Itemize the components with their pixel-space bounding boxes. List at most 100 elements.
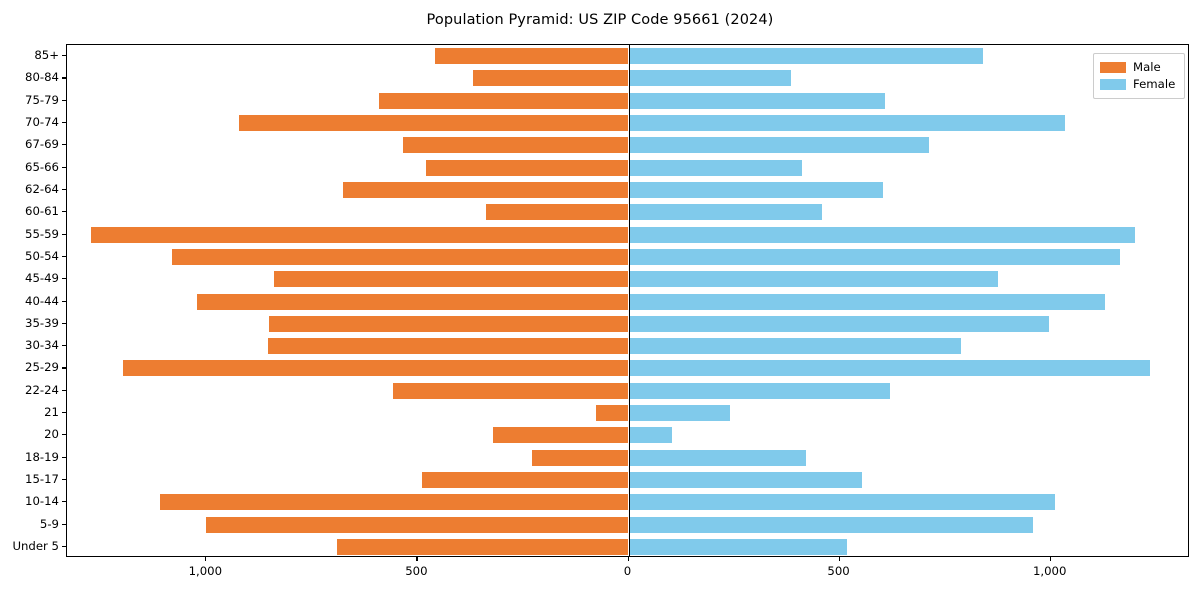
bar-male	[171, 248, 629, 265]
y-axis-tick-mark	[62, 389, 66, 391]
x-axis-tick-mark	[838, 557, 840, 561]
bar-female	[628, 427, 672, 444]
y-axis-tick-label: 30-34	[25, 338, 59, 353]
y-axis-tick-mark	[62, 211, 66, 213]
y-axis-tick-mark	[62, 367, 66, 369]
bar-female	[628, 70, 792, 87]
bar-male	[206, 516, 629, 533]
bar-female	[628, 382, 891, 399]
x-axis-tick-mark	[205, 557, 207, 561]
y-axis-tick-label: 5-9	[39, 516, 59, 531]
y-axis-tick-label: Under 5	[12, 538, 59, 553]
y-axis-tick-label: 22-24	[25, 382, 59, 397]
bar-female	[628, 494, 1055, 511]
y-axis-tick-mark	[62, 233, 66, 235]
bar-male	[268, 315, 629, 332]
y-axis-tick-label: 70-74	[25, 115, 59, 130]
y-axis-tick-label: 15-17	[25, 471, 59, 486]
bar-female	[628, 137, 930, 154]
y-axis-tick-label: 67-69	[25, 137, 59, 152]
legend-item-female[interactable]: Female	[1100, 76, 1178, 93]
y-axis-tick-label: 25-29	[25, 360, 59, 375]
x-axis-tick-mark	[416, 557, 418, 561]
y-axis-tick-label: 80-84	[25, 70, 59, 85]
legend-swatch-male	[1100, 62, 1126, 73]
x-axis-tick-label: 500	[405, 564, 428, 578]
y-axis-tick-mark	[62, 523, 66, 525]
x-axis-tick-mark	[1049, 557, 1051, 561]
y-axis-tick-mark	[62, 255, 66, 257]
y-axis-tick-mark	[62, 166, 66, 168]
bar-female	[628, 92, 886, 109]
y-axis-tick-mark	[62, 278, 66, 280]
y-axis-tick-label: 18-19	[25, 449, 59, 464]
y-axis-tick-label: 50-54	[25, 248, 59, 263]
y-axis-tick-label: 20	[44, 427, 59, 442]
y-axis-tick-mark	[62, 456, 66, 458]
chart-title: Population Pyramid: US ZIP Code 95661 (2…	[426, 12, 774, 28]
legend-item-male[interactable]: Male	[1100, 59, 1178, 76]
x-axis-tick-label: 0	[623, 564, 632, 578]
y-axis-tick-mark	[62, 501, 66, 503]
bar-male	[595, 405, 629, 422]
y-axis-tick-label: 55-59	[25, 226, 59, 241]
bar-female	[628, 516, 1033, 533]
bar-male	[337, 538, 629, 555]
bar-male	[392, 382, 629, 399]
bar-male	[403, 137, 629, 154]
bar-female	[628, 338, 962, 355]
y-axis-tick-label: 40-44	[25, 293, 59, 308]
y-axis-tick-label: 45-49	[25, 271, 59, 286]
bar-male	[473, 70, 629, 87]
y-axis-tick-label: 75-79	[25, 92, 59, 107]
bar-female	[628, 159, 803, 176]
bar-male	[532, 449, 629, 466]
y-axis-tick-mark	[62, 345, 66, 347]
bar-male	[492, 427, 629, 444]
bar-male	[425, 159, 629, 176]
bar-male	[122, 360, 629, 377]
legend-label-male: Male	[1133, 59, 1161, 74]
x-axis-tick-mark	[627, 557, 629, 561]
bar-female	[628, 248, 1120, 265]
plot-area	[66, 44, 1189, 557]
bar-female	[628, 115, 1066, 132]
bar-female	[628, 471, 862, 488]
y-axis-tick-label: 60-61	[25, 204, 59, 219]
x-axis-tick-label: 1,000	[1032, 564, 1067, 578]
bar-male	[91, 226, 629, 243]
y-axis-tick-mark	[62, 77, 66, 79]
bar-female	[628, 48, 984, 65]
chart-legend: Male Female	[1093, 53, 1185, 99]
y-axis-tick-mark	[62, 412, 66, 414]
y-axis-tick-mark	[62, 478, 66, 481]
y-axis-tick-label: 21	[44, 405, 59, 420]
bar-male	[435, 48, 629, 65]
y-axis-tick-label: 62-64	[25, 181, 59, 196]
y-axis-tick-label: 10-14	[25, 494, 59, 509]
zero-axis-line	[628, 45, 630, 556]
bar-female	[628, 405, 730, 422]
bar-female	[628, 360, 1151, 377]
bar-female	[628, 271, 999, 288]
bar-female	[628, 293, 1105, 310]
bar-female	[628, 226, 1136, 243]
bar-male	[273, 271, 629, 288]
bar-male	[267, 338, 629, 355]
bar-female	[628, 449, 806, 466]
y-axis-tick-mark	[62, 55, 66, 57]
bar-male	[378, 92, 629, 109]
bar-male	[239, 115, 629, 132]
y-axis-tick-mark	[62, 122, 66, 124]
y-axis-tick-label: 65-66	[25, 159, 59, 174]
bar-male	[159, 494, 629, 511]
y-axis-tick-mark	[62, 188, 66, 191]
y-axis-tick-mark	[62, 144, 66, 146]
bar-male	[421, 471, 629, 488]
bar-male	[343, 181, 629, 198]
y-axis-tick-mark	[62, 545, 66, 547]
y-axis-tick-mark	[62, 322, 66, 324]
bar-female	[628, 538, 848, 555]
